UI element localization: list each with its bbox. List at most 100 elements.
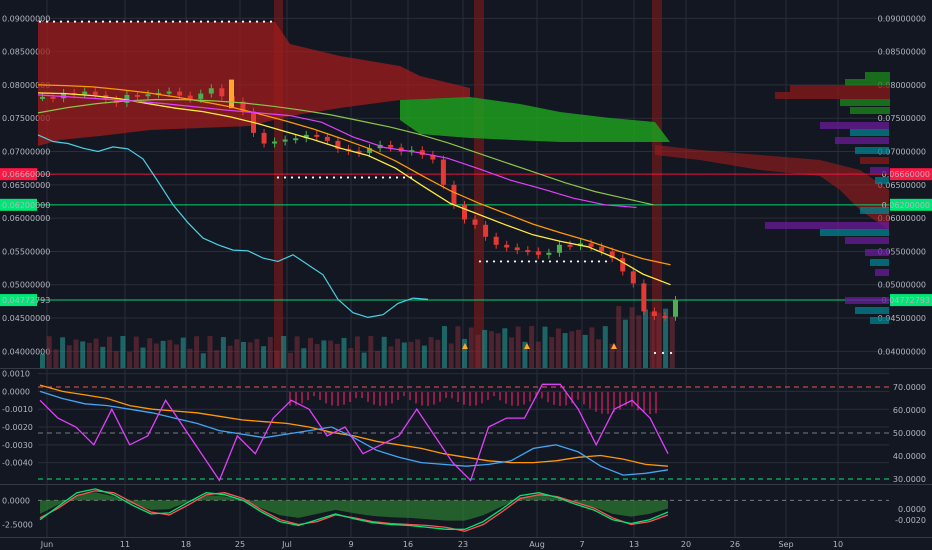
volume-bar [140, 347, 146, 368]
left-axis-tick-label: -0.0040 [2, 459, 33, 468]
signal-triangle [462, 343, 468, 349]
marker-dot [499, 260, 503, 263]
volume-profile-bar [845, 237, 889, 244]
marker-dot [283, 176, 287, 179]
candle-body [525, 250, 531, 253]
volume-bar [73, 339, 79, 368]
volume-profile-bar [850, 129, 889, 136]
candle-body [335, 140, 341, 149]
candle-body [314, 134, 320, 137]
marker-dot [234, 20, 238, 23]
x-axis-label: 20 [681, 540, 691, 549]
volume-profile-bar [870, 167, 889, 174]
x-axis-label: 25 [235, 540, 245, 549]
candle-body [462, 204, 467, 220]
volume-bar [354, 336, 360, 368]
marker-dot [576, 260, 580, 263]
volume-bar [167, 340, 173, 368]
candle-body [261, 132, 267, 144]
candle-body [145, 94, 151, 97]
marker-dot [492, 260, 496, 263]
volume-bar [207, 336, 213, 368]
marker-dot [485, 260, 489, 263]
marker-dot [318, 176, 322, 179]
marker-dot [311, 176, 315, 179]
left-axis-tick-label: 0.05500000 [2, 247, 50, 256]
volume-bar [589, 327, 595, 368]
right-axis-tick-label: 0.06000000 [878, 214, 926, 223]
volume-bar [542, 326, 548, 368]
candle-body [440, 159, 446, 185]
volume-bar [529, 326, 535, 368]
volume-bar [381, 336, 387, 368]
volume-profile-bar [865, 72, 890, 79]
volume-bar [455, 326, 461, 368]
price-line-label-left: 0.06200000 [2, 201, 50, 210]
marker-dot [52, 20, 56, 23]
x-axis-label: 11 [120, 540, 130, 549]
marker-dot [534, 260, 538, 263]
candle-body [282, 139, 288, 142]
volume-bar [582, 334, 588, 368]
volume-bar [187, 348, 193, 368]
candle-body [198, 93, 204, 99]
volume-bar [254, 338, 260, 368]
volume-bar [368, 336, 374, 368]
candle-body [588, 243, 594, 247]
volume-bar [663, 308, 669, 368]
marker-dot [541, 260, 545, 263]
volume-bar [468, 327, 474, 368]
candle-body [219, 88, 225, 97]
candle-body [419, 150, 425, 155]
volume-bar [247, 342, 253, 368]
marker-dot [94, 20, 98, 23]
marker-dot [59, 20, 63, 23]
candle-body [483, 224, 489, 237]
marker-dot [548, 260, 552, 263]
volume-bar [120, 336, 126, 368]
volume-bar [314, 344, 320, 368]
right-axis-tick-label: -0.0020 [895, 516, 926, 525]
volume-bar [408, 341, 414, 368]
volume-bar [649, 311, 655, 368]
candle-body [166, 91, 172, 94]
left-axis-tick-label: -2.5000 [2, 520, 33, 529]
highlight-band [474, 0, 484, 368]
volume-bar [522, 341, 528, 368]
left-axis-tick-label: 0.0000 [2, 496, 30, 505]
marker-dot [339, 176, 343, 179]
signal-triangle [611, 343, 617, 349]
marker-dot [569, 260, 573, 263]
volume-bar [334, 343, 340, 368]
right-axis-tick-label: 0.08500000 [878, 48, 926, 57]
volume-bar [107, 336, 112, 368]
marker-dot [374, 176, 378, 179]
right-axis-tick-label: 40.0000 [893, 452, 926, 461]
volume-bar [435, 339, 441, 368]
marker-dot [388, 176, 392, 179]
marker-dot [66, 20, 70, 23]
marker-dot [325, 176, 329, 179]
x-axis-label: 9 [348, 540, 353, 549]
volume-bar [509, 337, 514, 368]
volume-bar [234, 339, 240, 368]
marker-dot [157, 20, 161, 23]
volume-bar [348, 348, 354, 368]
marker-dot [520, 260, 524, 263]
candle-body [493, 236, 499, 245]
candle-body [82, 91, 88, 95]
marker-dot [353, 176, 357, 179]
left-axis-tick-label: 0.08500000 [2, 48, 50, 57]
volume-bar [194, 336, 200, 368]
volume-bar [395, 338, 401, 368]
right-axis-tick-label: 0.08000000 [878, 81, 926, 90]
marker-dot [395, 176, 399, 179]
marker-dot [45, 20, 49, 23]
candle-body [367, 148, 373, 153]
candle-body [92, 91, 98, 95]
marker-dot [171, 20, 175, 23]
marker-dot [115, 20, 119, 23]
volume-bar [60, 337, 66, 368]
